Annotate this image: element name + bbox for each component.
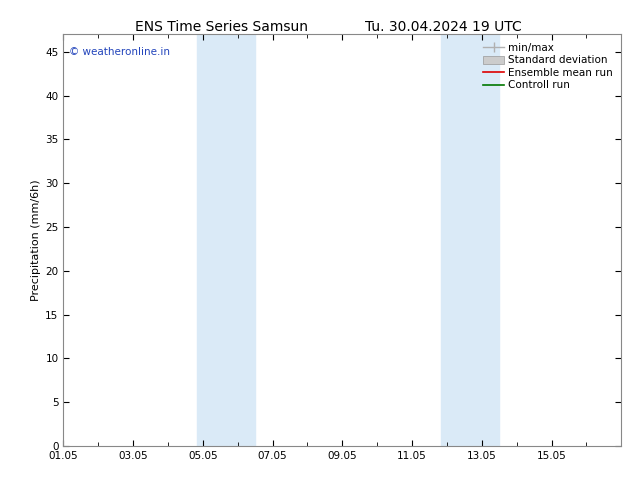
Text: ENS Time Series Samsun: ENS Time Series Samsun xyxy=(136,20,308,34)
Text: Tu. 30.04.2024 19 UTC: Tu. 30.04.2024 19 UTC xyxy=(365,20,522,34)
Bar xyxy=(197,34,255,446)
Legend: min/max, Standard deviation, Ensemble mean run, Controll run: min/max, Standard deviation, Ensemble me… xyxy=(480,40,616,94)
Bar xyxy=(441,34,500,446)
Text: © weatheronline.in: © weatheronline.in xyxy=(69,47,170,57)
Y-axis label: Precipitation (mm/6h): Precipitation (mm/6h) xyxy=(31,179,41,301)
